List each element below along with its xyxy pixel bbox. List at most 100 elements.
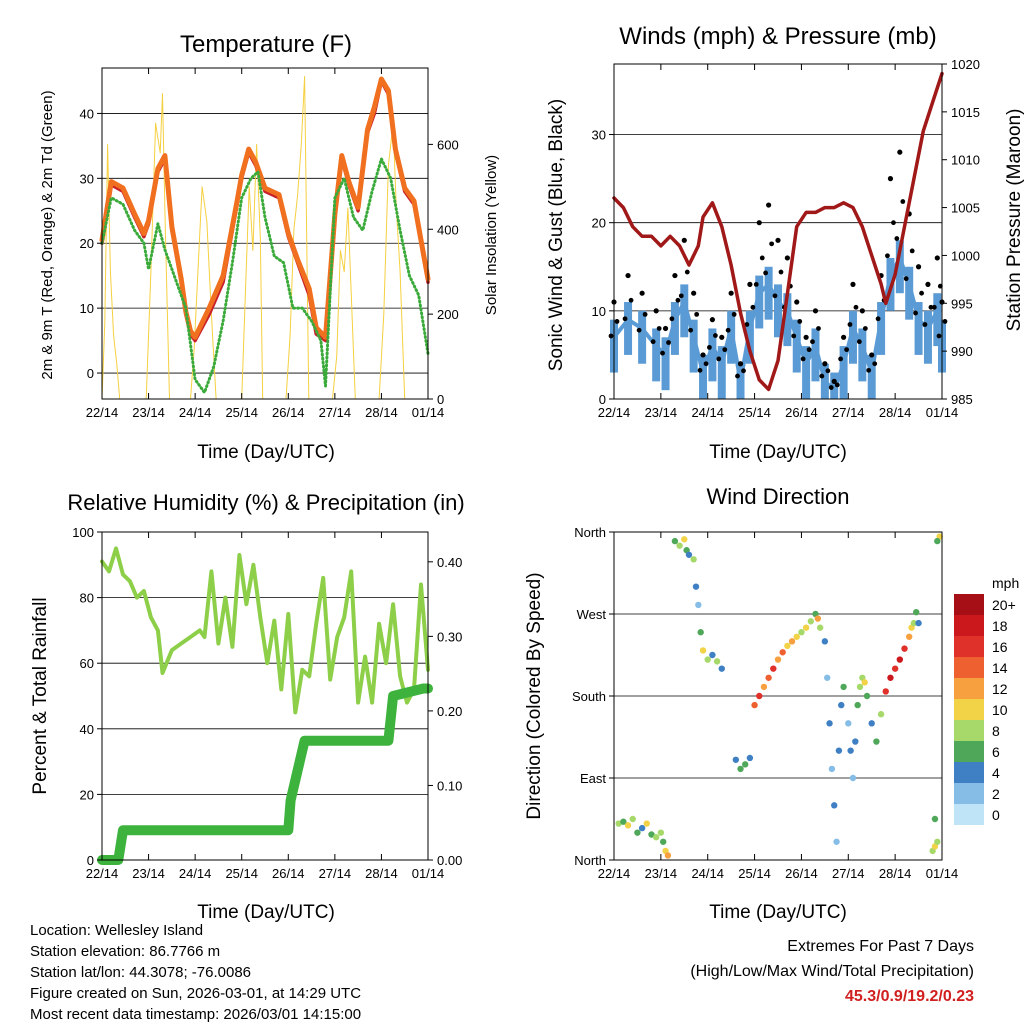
direction-point (840, 683, 847, 691)
direction-point (760, 683, 768, 691)
x-tick-label: 23/14 (132, 866, 165, 881)
gust-point (750, 304, 756, 310)
direction-point (891, 665, 899, 672)
gust-point (931, 304, 937, 310)
direction-point (863, 692, 871, 700)
direction-point (854, 701, 861, 709)
legend-label: 20+ (992, 597, 1016, 613)
humidity-series (97, 546, 433, 865)
gust-point (797, 319, 803, 324)
direction-point (868, 720, 875, 727)
speed-legend: mph 20+ 18 16 14 12 10 8 6 4 2 0 (954, 575, 1019, 825)
x-tick-label: 24/14 (179, 866, 212, 881)
temperature-panel: Temperature (F) 22/14 23/14 24/14 25/14 26/1… (39, 31, 500, 463)
gust-point (812, 308, 819, 314)
gust-point (691, 290, 697, 296)
wind-bar (680, 284, 689, 338)
direction-point (685, 551, 693, 558)
x-tick-label: 28/14 (879, 405, 912, 420)
temperature-title: Temperature (F) (180, 31, 352, 58)
y2-tick-label: 0 (437, 392, 444, 407)
legend-label: 2 (992, 786, 1000, 802)
speed-legend-title: mph (992, 575, 1019, 591)
y2-tick-label: 0.40 (437, 555, 462, 570)
gust-point (662, 325, 669, 332)
direction-point (877, 711, 885, 718)
direction-point (852, 738, 859, 745)
gust-point (735, 373, 740, 379)
gust-point (942, 319, 948, 324)
legend-label: 10 (992, 702, 1008, 718)
direction-point (664, 852, 672, 859)
gust-point (803, 334, 809, 340)
solar-insolation-line (101, 76, 406, 400)
direction-point (648, 831, 655, 838)
x-tick-label: 22/14 (598, 866, 631, 881)
wind-bar (792, 319, 801, 373)
direction-point (826, 720, 833, 727)
extremes-values: 45.3/0.9/19.2/0.23 (845, 988, 974, 1005)
direction-point (934, 838, 941, 845)
gust-point (894, 236, 900, 241)
direction-point (901, 645, 908, 652)
gust-point (672, 272, 678, 279)
x-tick-label: 27/14 (832, 405, 865, 420)
gust-point (794, 299, 800, 305)
y-tick-label: East (580, 771, 606, 786)
gust-point (700, 352, 706, 358)
wind-bar (783, 293, 792, 347)
direction-point (751, 701, 758, 709)
gust-point (841, 334, 847, 340)
temperature-ylabel: 2m & 9m T (Red, Orange) & 2m Td (Green) (39, 90, 56, 379)
wind-bar (811, 328, 820, 382)
direction-ylabel: Direction (Colored By Speed) (524, 572, 545, 819)
direction-xlabel: Time (Day/UTC) (709, 902, 847, 923)
gust-point (834, 382, 840, 388)
gust-point (741, 368, 746, 374)
legend-label: 4 (992, 765, 1000, 781)
gust-point (772, 293, 778, 299)
gust-point (887, 176, 894, 182)
legend-swatch (954, 636, 984, 657)
direction-point (835, 747, 843, 754)
legend-swatch (954, 594, 984, 615)
gust-point (936, 333, 942, 339)
direction-point (779, 649, 786, 656)
gust-point (703, 361, 709, 367)
y-tick-label: 20 (592, 216, 606, 231)
gust-point (747, 281, 753, 287)
x-tick-label: 26/14 (785, 866, 818, 881)
x-tick-label: 22/14 (86, 866, 119, 881)
humidity-panel: Relative Humidity (%) & Precipitation (i… (30, 490, 465, 923)
direction-panel: Wind Direction 22/14 23/14 24/14 25/14 26/14… (524, 484, 1019, 923)
gust-point (844, 347, 849, 353)
y-tick-label: South (572, 689, 606, 704)
gust-point (707, 345, 712, 350)
direction-point (807, 618, 814, 625)
direction-point (784, 642, 791, 650)
wind-bar (848, 310, 857, 364)
gust-point (903, 276, 909, 282)
gust-point (791, 333, 797, 339)
x-tick-label: 24/14 (691, 866, 724, 881)
gust-point (872, 361, 878, 367)
gust-point (825, 368, 831, 374)
sonic-wind-line (612, 255, 944, 393)
direction-point (690, 556, 697, 563)
x-tick-label: 25/14 (738, 866, 771, 881)
direction-point (765, 674, 772, 681)
gust-point (731, 311, 737, 317)
gust-point (862, 326, 868, 331)
direction-point (652, 834, 660, 841)
gust-point (778, 269, 784, 275)
direction-point (798, 629, 805, 636)
direction-point (643, 820, 650, 827)
legend-label: 14 (992, 660, 1008, 676)
gust-point (875, 316, 881, 322)
gust-point (725, 327, 731, 333)
dewpoint-line (100, 157, 430, 394)
wind-bar (689, 319, 698, 373)
gust-point (909, 248, 915, 254)
humidity-plot-frame (101, 531, 429, 861)
precipitation-line (97, 683, 433, 865)
